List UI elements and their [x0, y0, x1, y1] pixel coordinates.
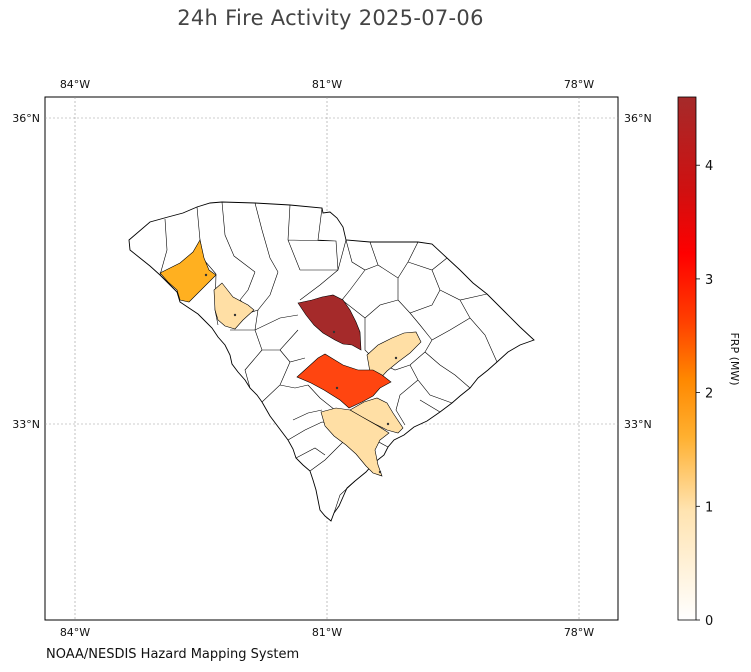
colorbar-tick-label: 2: [705, 387, 713, 402]
lon-ticks-top: 84°W 81°W 78°W: [60, 78, 594, 91]
source-credit: NOAA/NESDIS Hazard Mapping System: [46, 647, 300, 662]
fire-detection-point: [332, 330, 336, 334]
fire-detection-point: [204, 273, 208, 277]
lon-tick-label: 81°W: [312, 626, 342, 639]
colorbar-ticks: 0 1 2 3 4: [696, 159, 713, 629]
lat-tick-label: 36°N: [12, 112, 40, 125]
fire-detection-point: [378, 470, 382, 474]
fire-detection-point: [386, 422, 390, 426]
lat-ticks-left: 36°N 33°N: [12, 112, 40, 431]
colorbar-tick-label: 3: [705, 273, 713, 288]
county-fire-orangeburg: [296, 353, 392, 409]
county-fire-oconee: [159, 239, 217, 303]
lat-tick-label: 33°N: [12, 418, 40, 431]
colorbar-label: FRP (MW): [728, 332, 741, 385]
fire-detection-point: [394, 356, 398, 360]
lon-tick-label: 84°W: [60, 78, 90, 91]
fire-detections: [204, 273, 398, 474]
colorbar: 0 1 2 3 4 FRP (MW): [677, 96, 741, 629]
fire-detection-point: [335, 386, 339, 390]
colorbar-gradient: [677, 96, 697, 621]
lon-tick-label: 84°W: [60, 626, 90, 639]
lat-ticks-right: 36°N 33°N: [624, 112, 652, 431]
lon-tick-label: 78°W: [564, 78, 594, 91]
county-fire-colleton: [320, 407, 390, 477]
lon-ticks-bottom: 84°W 81°W 78°W: [60, 626, 594, 639]
lat-tick-label: 33°N: [624, 418, 652, 431]
fire-counties: [159, 239, 422, 477]
colorbar-tick-label: 4: [705, 159, 713, 174]
colorbar-tick-label: 1: [705, 500, 713, 515]
fire-detection-point: [233, 313, 237, 317]
lon-tick-label: 78°W: [564, 626, 594, 639]
county-fire-lexington: [297, 294, 362, 351]
county-fire-anderson: [213, 282, 255, 330]
lon-tick-label: 81°W: [312, 78, 342, 91]
map-title: 24h Fire Activity 2025-07-06: [177, 6, 484, 30]
lat-tick-label: 36°N: [624, 112, 652, 125]
colorbar-tick-label: 0: [705, 614, 713, 629]
